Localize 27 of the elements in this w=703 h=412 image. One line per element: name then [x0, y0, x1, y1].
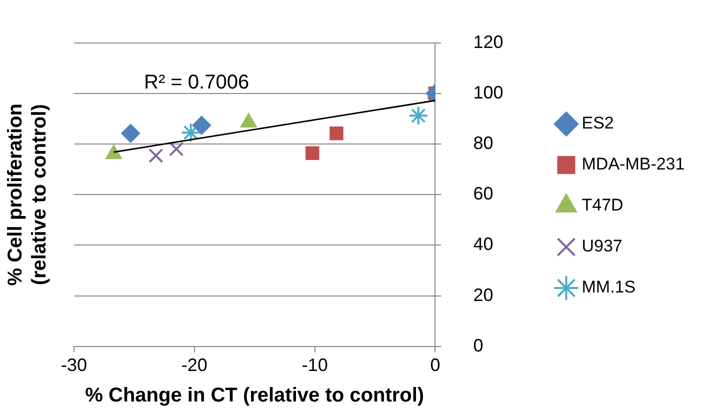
- legend-label: U937: [582, 236, 622, 256]
- point: [168, 142, 184, 156]
- y-axis-title: % Cell proliferation (relative to control): [4, 103, 51, 286]
- point: [330, 126, 344, 140]
- y-tick-label: 0: [473, 335, 484, 356]
- point: [148, 148, 164, 163]
- legend-label: ES2: [582, 114, 614, 133]
- legend-label: T47D: [582, 196, 624, 215]
- y-tick-label: 80: [473, 132, 494, 153]
- point: [306, 146, 320, 160]
- x-tick-label: -30: [60, 355, 88, 376]
- y-tick-label: 60: [473, 184, 494, 204]
- y-tick-label: 40: [473, 234, 494, 254]
- point: [180, 122, 201, 143]
- x-axis-title: % Change in CT (relative to control): [85, 384, 424, 407]
- y-tick-label: 20: [473, 284, 494, 305]
- annotation: R² = 0.7006: [144, 71, 250, 94]
- x-tick-label: -20: [181, 355, 208, 376]
- legend-label: MDA-MB-231: [582, 154, 685, 174]
- legend-label: MM.1S: [582, 278, 636, 297]
- point: [121, 124, 140, 143]
- point: [192, 116, 212, 135]
- x-tick-label: 0: [430, 355, 440, 376]
- y-tick-label: 120: [473, 32, 504, 52]
- point: [408, 106, 428, 126]
- x-tick-label: -10: [302, 355, 328, 376]
- y-tick-label: 100: [473, 82, 504, 102]
